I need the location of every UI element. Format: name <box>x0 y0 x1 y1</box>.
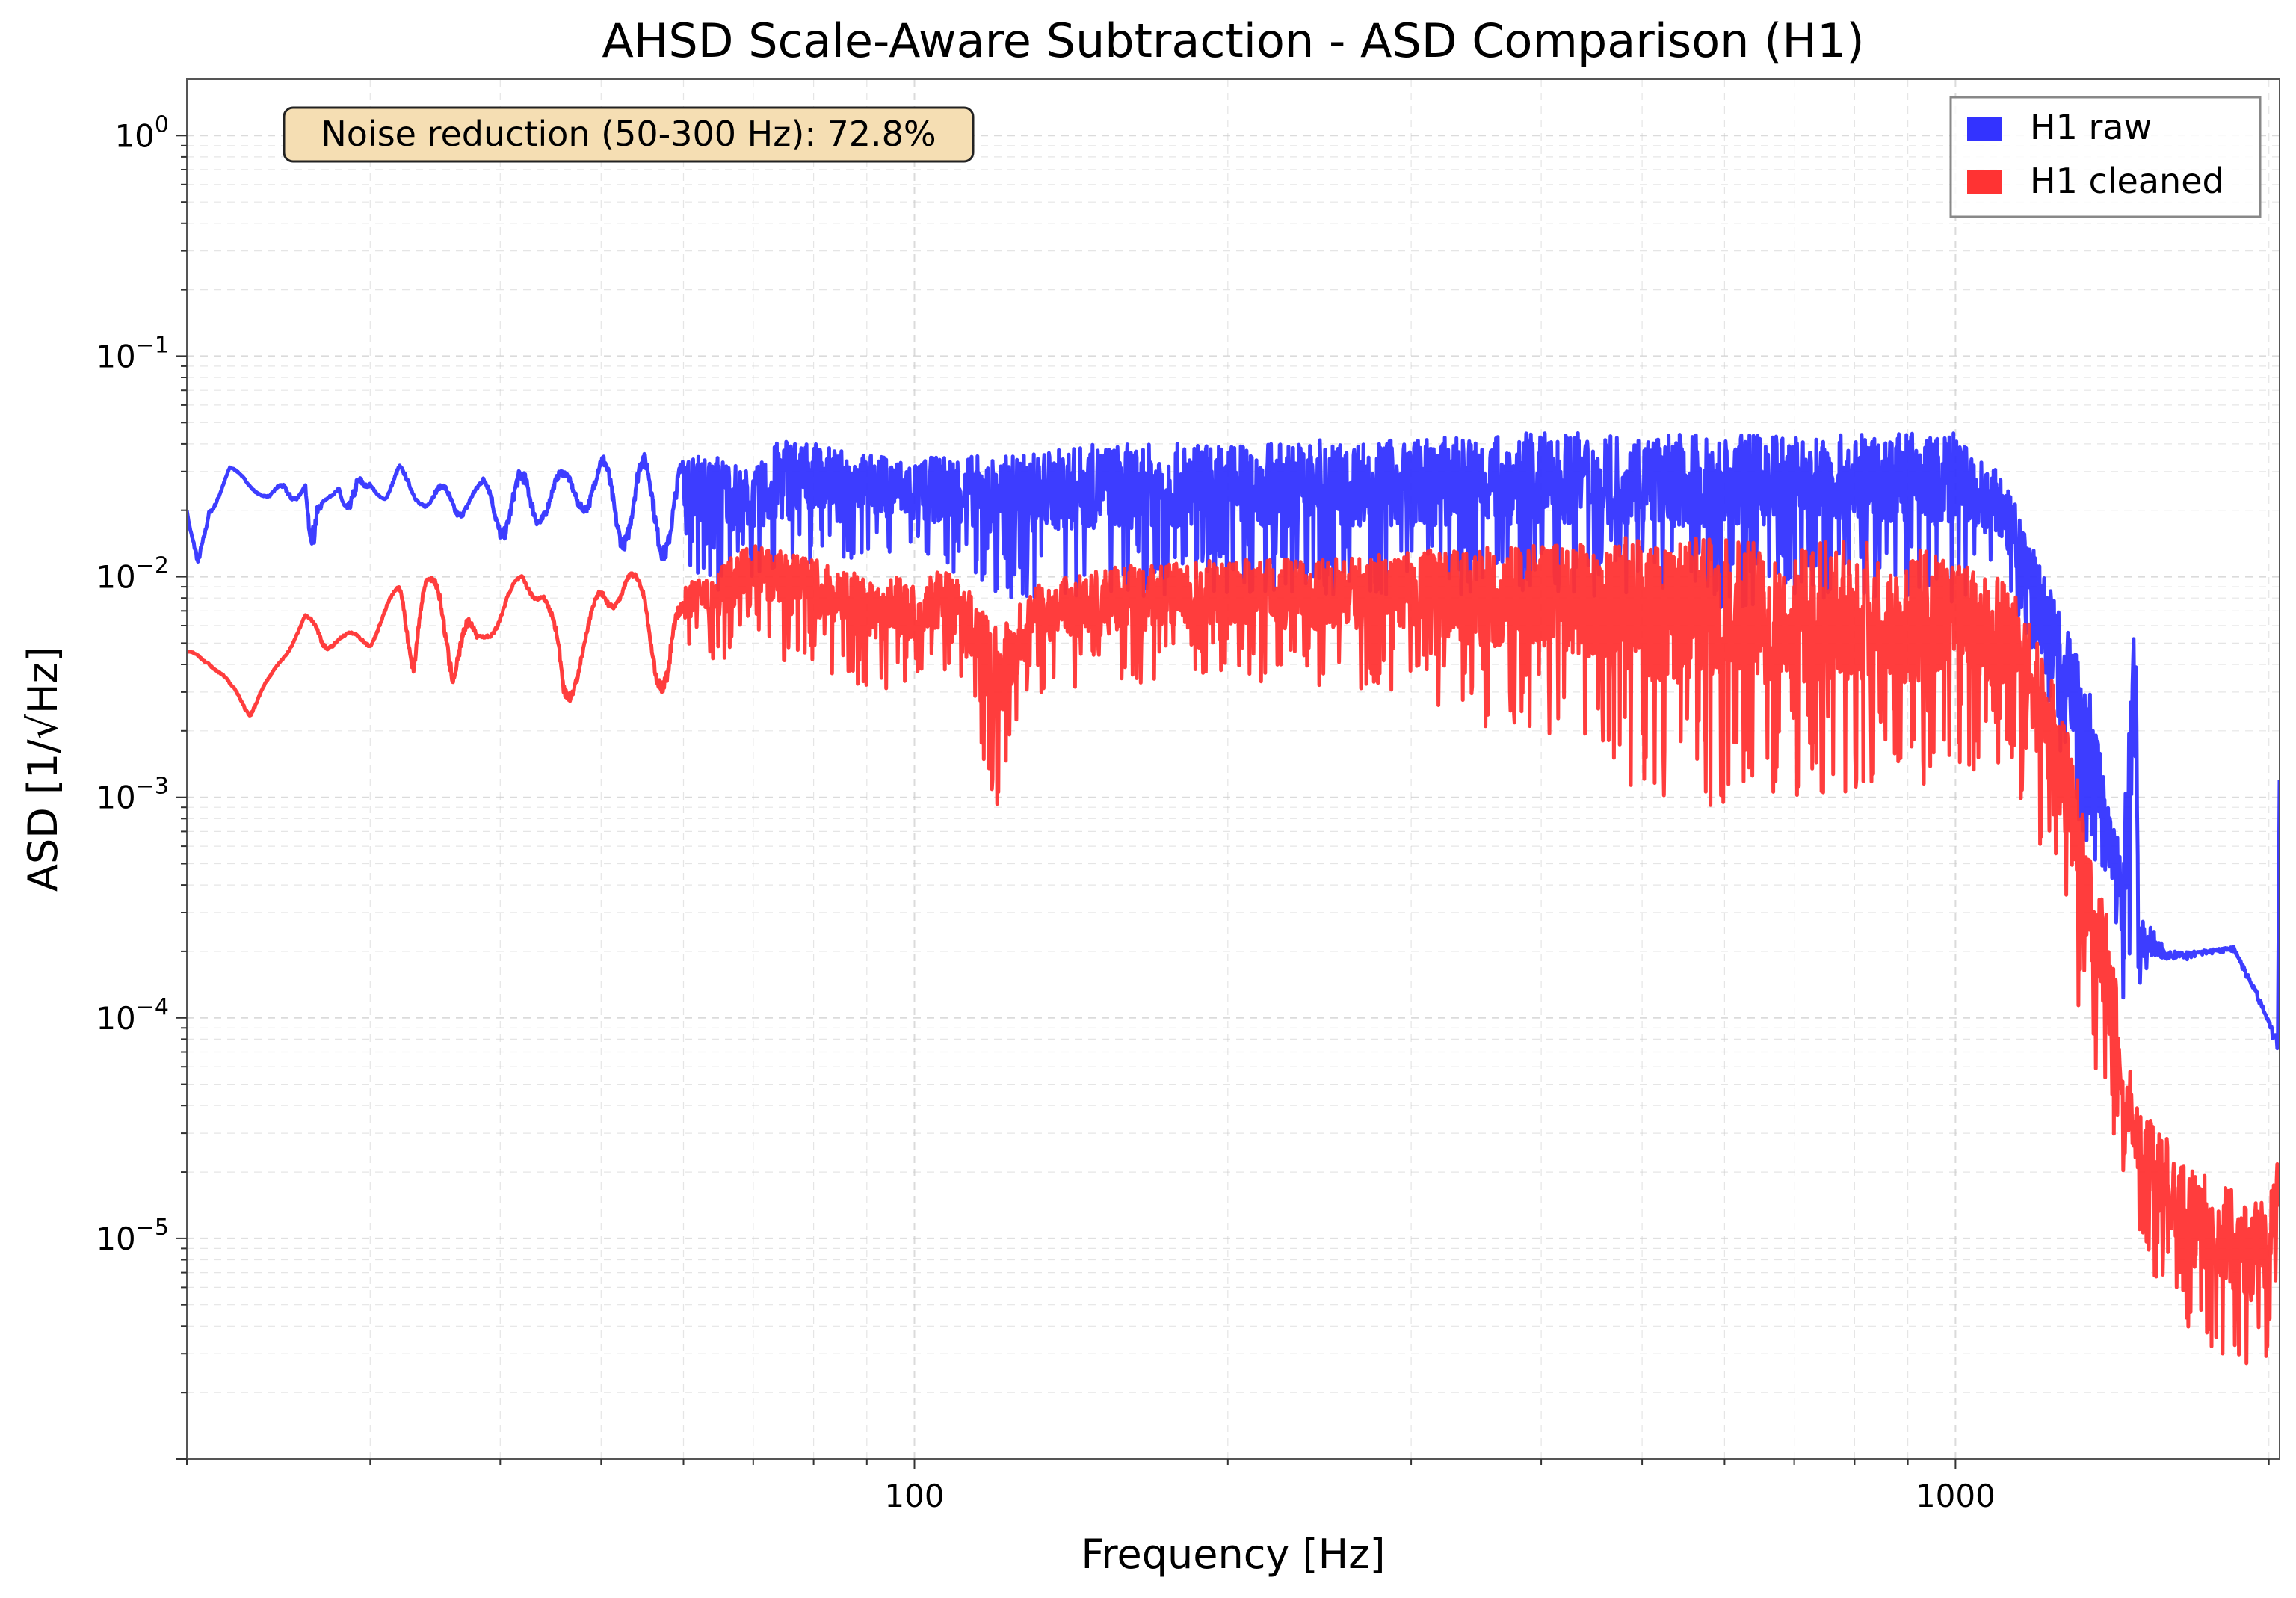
tick-labels: 100 1000 100 10−1 10−2 10−3 10−4 10−5 <box>96 111 1996 1514</box>
plot-area <box>187 79 2280 1459</box>
legend-label-raw: H1 raw <box>2030 107 2152 147</box>
legend-frame <box>1949 96 2262 218</box>
legend-swatch-cleaned <box>1967 170 2002 194</box>
y-tick-label: 10−5 <box>96 1215 169 1257</box>
legend: H1 raw H1 cleaned <box>1949 96 2262 218</box>
annotation-box: Noise reduction (50-300 Hz): 72.8% <box>283 106 975 163</box>
plot-layer <box>187 431 2280 1366</box>
ticks <box>176 135 2270 1469</box>
y-tick-label: 10−3 <box>96 774 169 816</box>
x-tick-label: 100 <box>884 1478 944 1514</box>
y-tick-label: 10−1 <box>96 332 169 374</box>
y-axis-label: ASD [1/√Hz] <box>19 647 67 892</box>
legend-swatch-raw <box>1967 117 2002 141</box>
y-tick-label: 10−2 <box>96 553 169 596</box>
annotation-text: Noise reduction (50-300 Hz): 72.8% <box>321 114 936 154</box>
y-tick-label: 100 <box>114 111 169 154</box>
series-line-cleaned <box>187 536 2280 1366</box>
chart-title: AHSD Scale-Aware Subtraction - ASD Compa… <box>602 13 1864 68</box>
x-tick-label: 1000 <box>1916 1478 1996 1514</box>
legend-label-cleaned: H1 cleaned <box>2030 161 2224 201</box>
y-tick-label: 10−4 <box>96 994 169 1037</box>
x-axis-label: Frequency [Hz] <box>1081 1531 1385 1578</box>
annotation-box-background <box>283 106 975 163</box>
plot-frame <box>186 78 2280 1460</box>
